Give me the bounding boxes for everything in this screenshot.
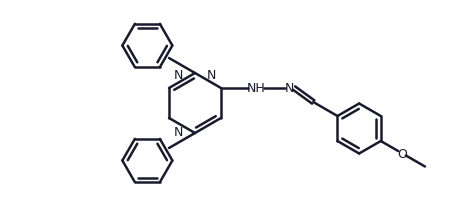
Text: N: N <box>173 125 183 138</box>
Text: NH: NH <box>246 82 265 95</box>
Text: N: N <box>173 69 183 82</box>
Text: O: O <box>397 147 406 160</box>
Text: N: N <box>207 69 216 82</box>
Text: N: N <box>283 82 293 95</box>
